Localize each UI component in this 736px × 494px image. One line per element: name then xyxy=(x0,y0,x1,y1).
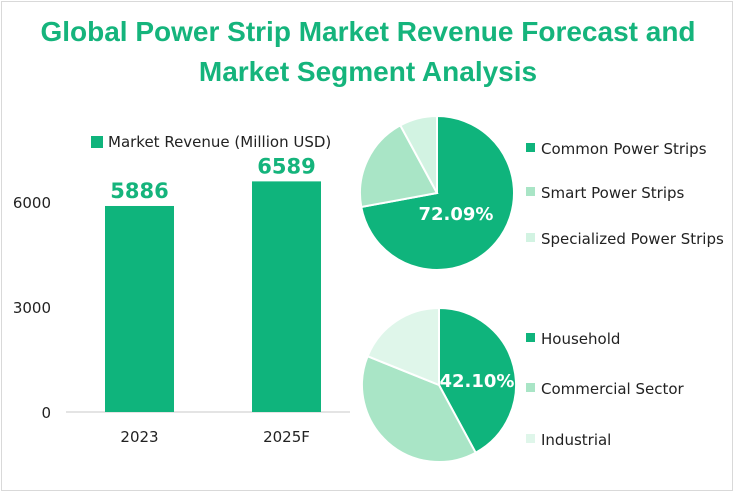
pie1-data-label: 72.09% xyxy=(419,204,494,225)
chart-title: Global Power Strip Market Revenue Foreca… xyxy=(0,12,736,92)
pie-chart-application xyxy=(361,306,517,463)
legend-swatch-industrial xyxy=(526,434,535,443)
x-tick-2025f: 2025F xyxy=(263,428,310,446)
legend-label-commercial: Commercial Sector xyxy=(541,380,685,398)
bar-legend-label: Market Revenue (Million USD) xyxy=(108,133,331,151)
legend-swatch-smart xyxy=(526,187,535,196)
pie2-slice-household xyxy=(438,306,517,455)
pie-chart-product-type xyxy=(359,114,515,271)
pie2-slice-industrial xyxy=(366,306,440,387)
bar-2023 xyxy=(105,205,174,412)
bar-chart: Market Revenue (Million USD) 6000 3000 0… xyxy=(13,133,350,446)
pie1-slice-smart xyxy=(359,123,439,209)
x-tick-2023: 2023 xyxy=(120,428,158,446)
legend-label-smart: Smart Power Strips xyxy=(541,184,685,202)
pie1-legend: Common Power Strips Smart Power Strips S… xyxy=(526,140,724,248)
pie1-slice-specialized xyxy=(398,114,438,194)
pie2-data-label: 42.10% xyxy=(440,371,515,392)
legend-label-industrial: Industrial xyxy=(541,431,611,449)
pie2-legend: Household Commercial Sector Industrial xyxy=(526,330,685,449)
legend-swatch-common xyxy=(526,143,535,152)
bar-value-label-2025f: 6589 xyxy=(257,154,315,178)
legend-swatch-household xyxy=(526,333,535,342)
legend-label-specialized: Specialized Power Strips xyxy=(541,230,724,248)
y-tick-3000: 3000 xyxy=(13,299,51,317)
title-line-1: Global Power Strip Market Revenue Foreca… xyxy=(40,16,696,47)
legend-label-common: Common Power Strips xyxy=(541,140,707,158)
legend-label-household: Household xyxy=(541,330,620,348)
bar-2025f xyxy=(252,181,321,412)
bar-value-label-2023: 5886 xyxy=(110,179,168,203)
legend-swatch-commercial xyxy=(526,383,535,392)
y-tick-0: 0 xyxy=(41,404,51,422)
title-line-2: Market Segment Analysis xyxy=(198,56,538,87)
pie2-slice-commercial xyxy=(361,354,478,463)
y-tick-6000: 6000 xyxy=(13,194,51,212)
legend-swatch-specialized xyxy=(526,233,535,242)
bar-legend-swatch xyxy=(91,136,103,148)
